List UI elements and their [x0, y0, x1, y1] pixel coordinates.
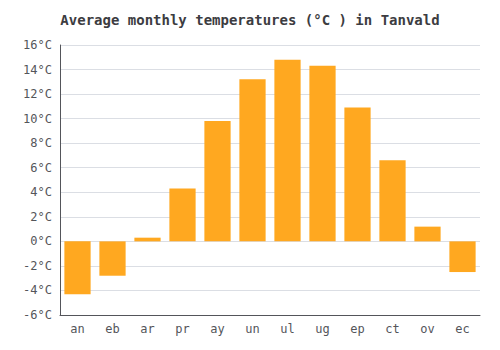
- svg-text:eb: eb: [105, 322, 119, 336]
- svg-text:ec: ec: [455, 322, 469, 336]
- svg-text:0°C: 0°C: [30, 234, 52, 248]
- svg-text:12°C: 12°C: [23, 87, 52, 101]
- svg-text:10°C: 10°C: [23, 112, 52, 126]
- svg-text:ar: ar: [140, 322, 154, 336]
- svg-text:ug: ug: [315, 322, 329, 336]
- svg-text:-4°C: -4°C: [23, 283, 52, 297]
- svg-text:ay: ay: [210, 322, 224, 336]
- svg-text:ct: ct: [385, 322, 399, 336]
- svg-text:8°C: 8°C: [30, 136, 52, 150]
- svg-text:ep: ep: [350, 322, 364, 336]
- svg-text:16°C: 16°C: [23, 38, 52, 52]
- svg-text:pr: pr: [175, 322, 189, 336]
- svg-text:Average monthly temperatures (: Average monthly temperatures (°C ) in Ta…: [60, 12, 439, 28]
- svg-text:un: un: [245, 322, 259, 336]
- svg-text:14°C: 14°C: [23, 63, 52, 77]
- svg-text:2°C: 2°C: [30, 210, 52, 224]
- svg-text:ul: ul: [280, 322, 294, 336]
- svg-text:-6°C: -6°C: [23, 308, 52, 322]
- svg-text:4°C: 4°C: [30, 185, 52, 199]
- svg-text:an: an: [70, 322, 84, 336]
- svg-text:ov: ov: [420, 322, 434, 336]
- svg-text:-2°C: -2°C: [23, 259, 52, 273]
- svg-text:6°C: 6°C: [30, 161, 52, 175]
